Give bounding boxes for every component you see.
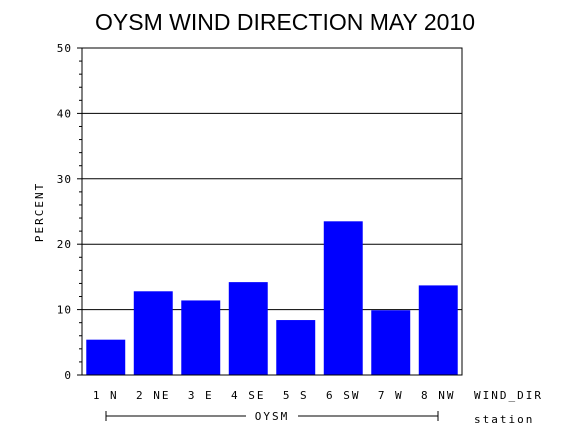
- x-tick-label: 8 NW: [421, 389, 456, 402]
- bars: [86, 221, 458, 375]
- station-bracket: OYSM: [105, 409, 439, 423]
- y-tick-label: 20: [57, 238, 72, 251]
- x-tick-label: 1 N: [93, 389, 119, 402]
- y-tick-label: 10: [57, 304, 72, 317]
- x-tick-label: 5 S: [283, 389, 309, 402]
- x-tick-label: 3 E: [188, 389, 214, 402]
- gridlines: [82, 47, 462, 311]
- station-group-label: OYSM: [255, 410, 290, 423]
- x-tick-label: 7 W: [378, 389, 404, 402]
- y-axis-label: PERCENT: [33, 182, 46, 242]
- y-tick-label: 50: [57, 42, 72, 55]
- x-tick-labels: 1 N 2 NE 3 E 4 SE 5 S 6 SW 7 W 8 NW: [93, 389, 456, 402]
- station-axis-label: station: [474, 413, 534, 426]
- bar-7: [371, 310, 411, 375]
- x-axis-label: WIND_DIR: [474, 389, 543, 402]
- y-tick-label: 0: [64, 369, 72, 382]
- bar-5: [276, 320, 316, 375]
- bar-1: [86, 339, 126, 375]
- y-axis: 0 10 20 30 40 50: [57, 42, 82, 382]
- chart-title: OYSM WIND DIRECTION MAY 2010: [95, 9, 475, 35]
- y-tick-label: 40: [57, 107, 72, 120]
- plot-frame: [81, 47, 463, 376]
- bar-8: [418, 285, 458, 375]
- bar-4: [228, 282, 268, 375]
- x-tick-label: 2 NE: [136, 389, 171, 402]
- bar-6: [323, 221, 363, 375]
- x-tick-label: 4 SE: [231, 389, 266, 402]
- y-tick-label: 30: [57, 173, 72, 186]
- bar-2: [133, 291, 173, 375]
- x-tick-label: 6 SW: [326, 389, 361, 402]
- bar-3: [181, 300, 221, 375]
